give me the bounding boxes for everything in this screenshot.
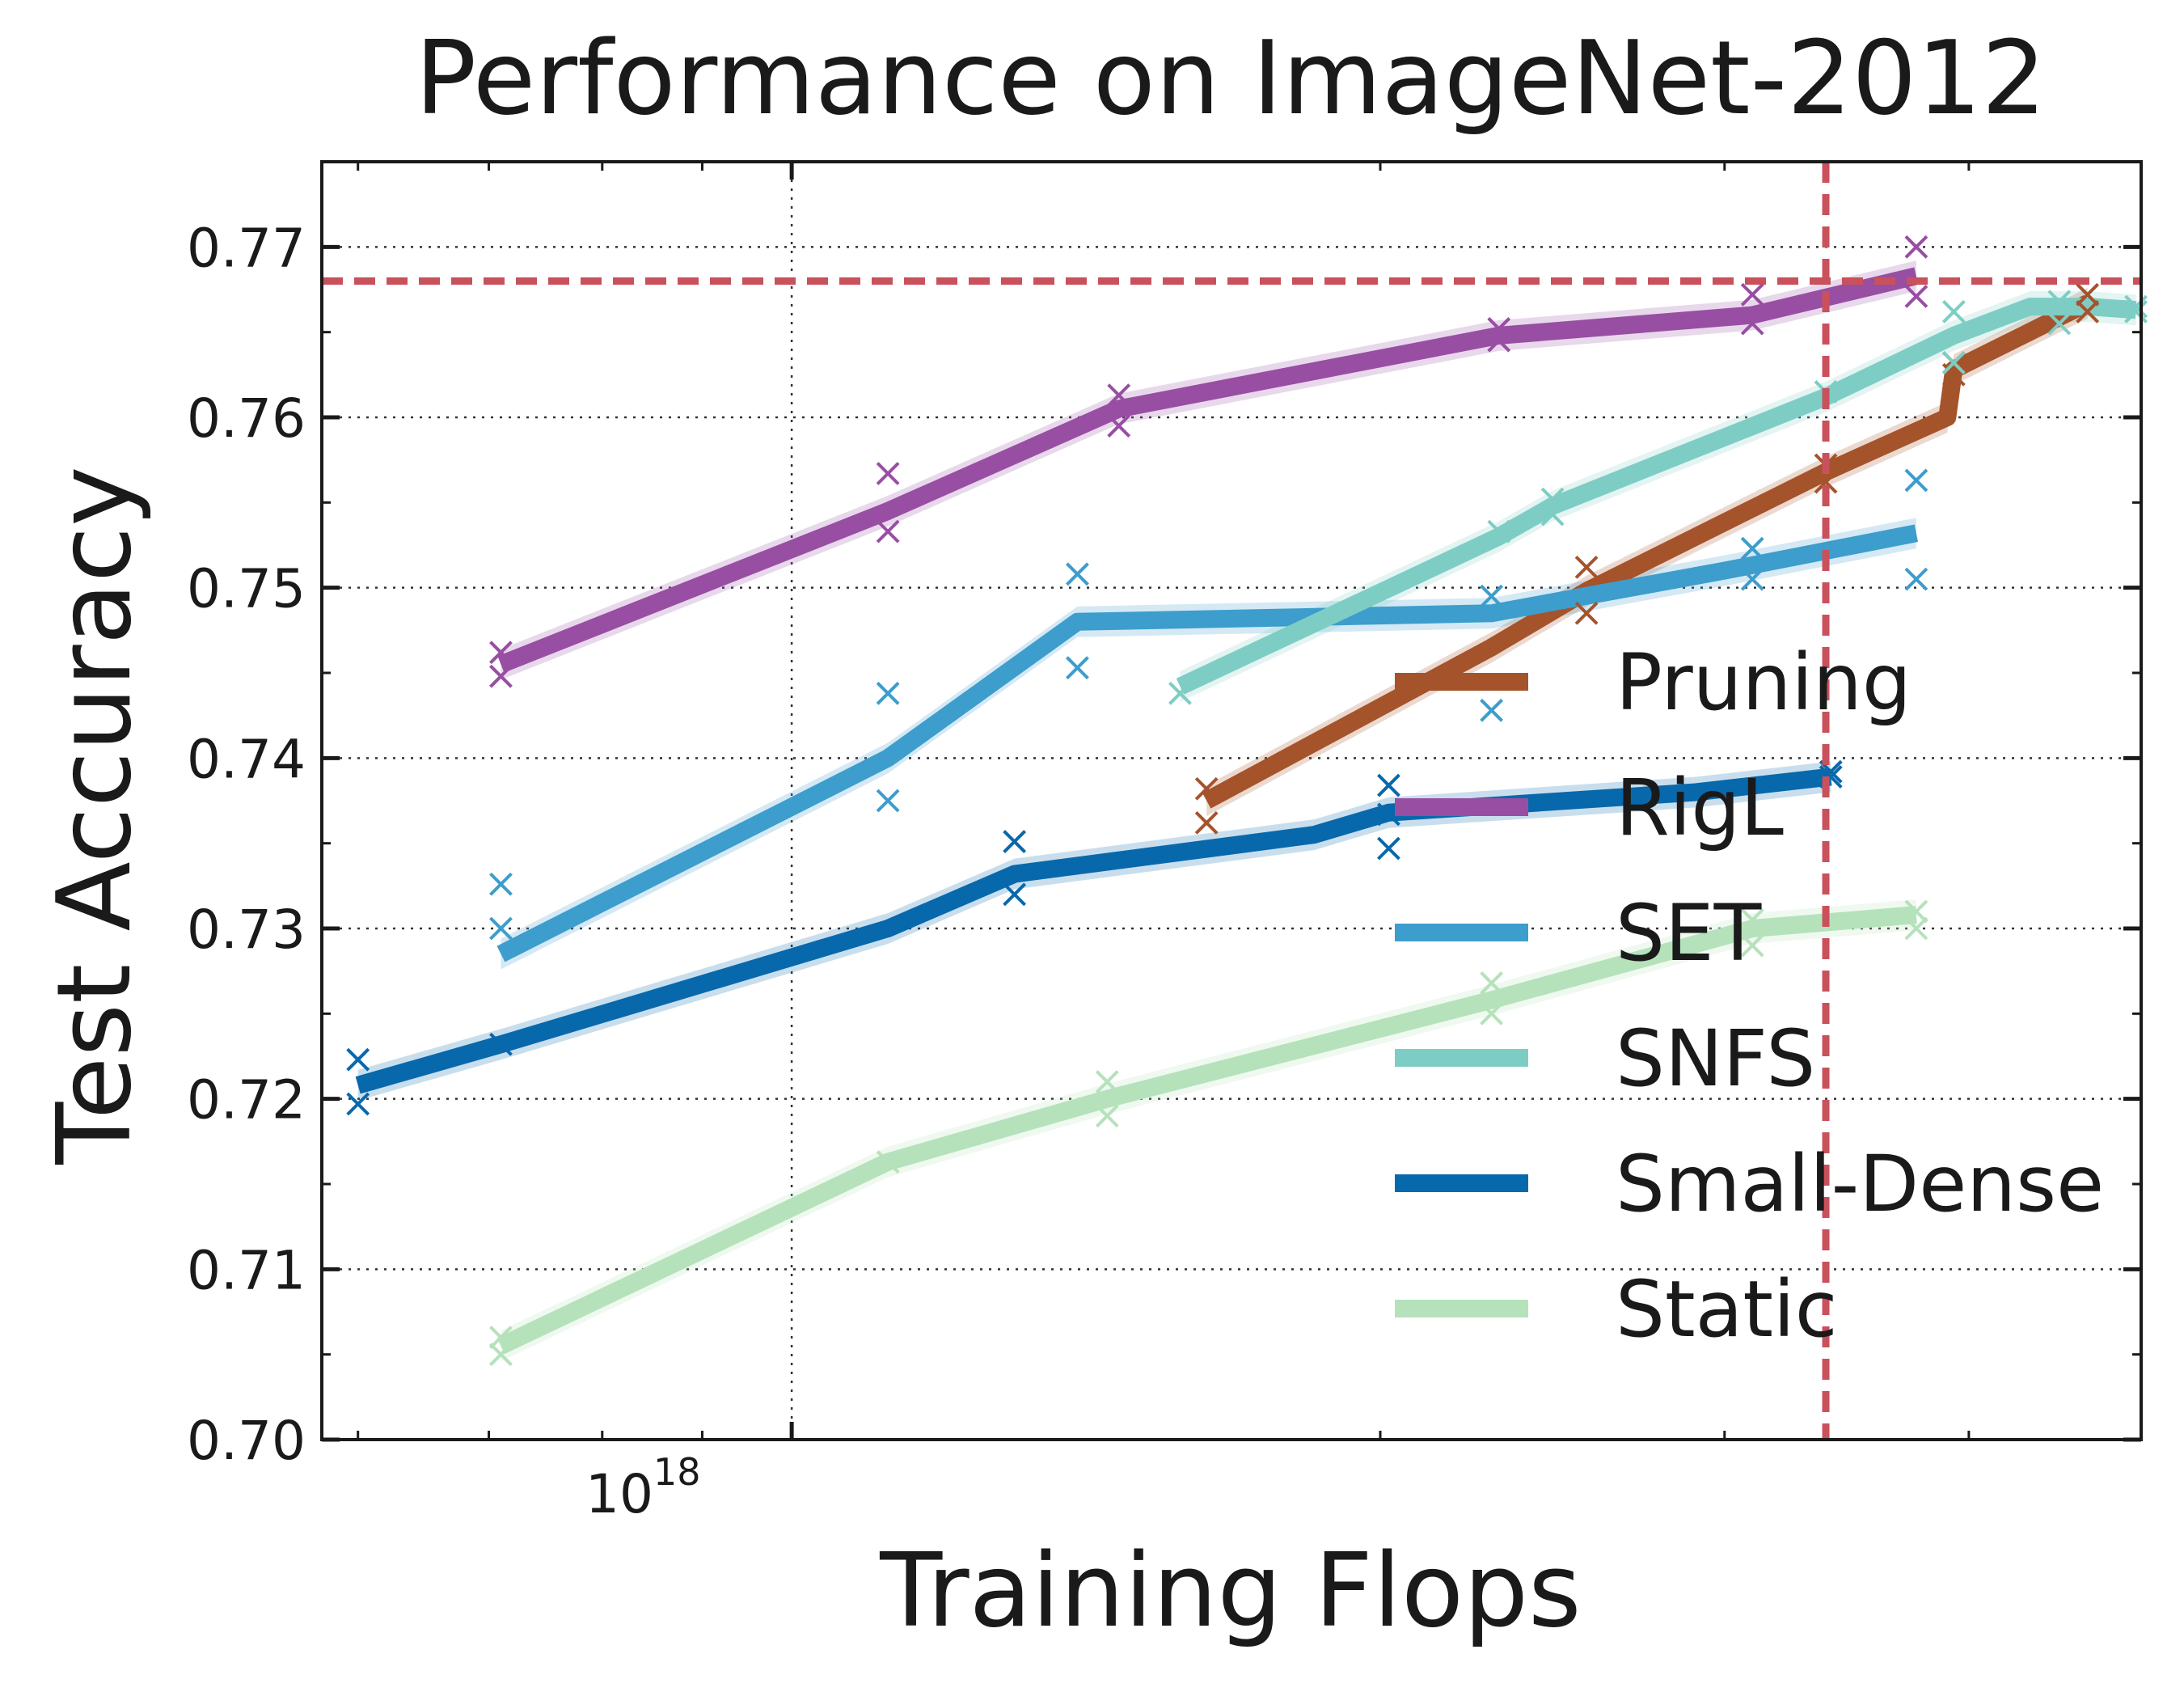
marker-small-dense: [1377, 836, 1400, 861]
legend-label-pruning: Pruning: [1616, 637, 1912, 728]
marker-layer: [346, 235, 2148, 1367]
marker-small-dense: [346, 1047, 370, 1072]
marker-pruning: [2076, 282, 2100, 307]
marker-set: [1740, 536, 1764, 560]
marker-snfs: [1540, 502, 1565, 527]
marker-rigl: [489, 664, 513, 688]
x-tick-label-1e18: 10 18: [585, 1450, 701, 1525]
marker-set: [1066, 562, 1089, 586]
marker-static: [489, 1343, 513, 1367]
marker-snfs: [1941, 351, 1966, 375]
y-tick-label: 0.76: [187, 387, 306, 450]
reference-lines: [322, 162, 2141, 1440]
marker-static: [1904, 899, 1928, 924]
x-tick-base: 10: [585, 1463, 653, 1525]
legend-label-static: Static: [1616, 1264, 1838, 1355]
line-static: [496, 906, 1917, 1355]
marker-static: [876, 1150, 900, 1174]
marker-static: [1740, 933, 1764, 958]
line-layer: [355, 267, 2137, 1355]
marker-rigl: [1740, 282, 1764, 307]
marker-snfs: [1941, 299, 1966, 324]
legend-label-snfs: SNFS: [1616, 1013, 1815, 1104]
marker-rigl: [1904, 235, 1928, 259]
line-set: [496, 524, 1919, 962]
marker-snfs: [1168, 681, 1192, 705]
axis-ticks: 0.70 0.71 0.72 0.73 0.74 0.75 0.76 0.77: [187, 162, 2141, 1472]
marker-rigl: [876, 462, 900, 485]
chart-title: Performance on ImageNet-2012: [415, 19, 2046, 137]
marker-rigl: [1904, 285, 1928, 308]
marker-snfs: [2047, 290, 2072, 314]
marker-rigl: [1740, 311, 1764, 336]
marker-static: [489, 1326, 513, 1350]
legend-label-rigl: RigL: [1616, 763, 1784, 853]
marker-rigl: [876, 519, 900, 543]
marker-set: [876, 681, 900, 705]
marker-set: [1480, 584, 1504, 608]
marker-set: [1066, 656, 1089, 680]
marker-small-dense: [1377, 773, 1400, 797]
marker-static: [1740, 908, 1764, 932]
marker-small-dense: [1003, 882, 1027, 907]
marker-pruning: [1814, 470, 1838, 494]
marker-static: [1095, 1070, 1119, 1094]
marker-pruning: [1194, 810, 1219, 835]
marker-set: [1904, 567, 1928, 591]
legend-label-set: SET: [1616, 888, 1762, 979]
marker-pruning: [2076, 299, 2100, 324]
marker-rigl: [1107, 383, 1131, 408]
y-tick-label: 0.70: [187, 1410, 306, 1472]
marker-snfs: [2124, 294, 2148, 319]
marker-set: [489, 916, 513, 941]
marker-set: [1480, 698, 1504, 722]
grid-layer: [322, 162, 2141, 1440]
marker-small-dense: [1003, 830, 1027, 853]
marker-set: [876, 789, 900, 813]
marker-rigl: [1107, 414, 1131, 438]
line-snfs: [1176, 298, 2137, 695]
legend-label-small-dense: Small-Dense: [1616, 1139, 2104, 1229]
marker-pruning: [1194, 776, 1219, 801]
marker-snfs: [2047, 311, 2072, 336]
x-tick-exponent: 18: [653, 1450, 701, 1494]
legend: Pruning RigL SET SNFS Small-Dense Static: [1395, 637, 2104, 1355]
marker-rigl: [489, 641, 513, 665]
marker-set: [1740, 567, 1764, 591]
marker-small-dense: [489, 1032, 513, 1056]
band-small-dense: [357, 761, 1831, 1101]
y-tick-label: 0.73: [187, 899, 306, 961]
x-axis-label: Training Flops: [879, 1531, 1581, 1650]
marker-pruning: [1574, 555, 1599, 579]
marker-static: [1480, 971, 1504, 995]
plot-frame: [320, 160, 2143, 1441]
marker-snfs: [2124, 299, 2148, 324]
marker-static: [1095, 1104, 1119, 1128]
y-tick-label: 0.75: [187, 558, 306, 620]
marker-set: [489, 872, 513, 896]
line-rigl: [497, 267, 1919, 673]
marker-snfs: [1487, 519, 1511, 543]
marker-pruning: [1574, 601, 1599, 625]
y-axis-label: Test Accuracy: [35, 466, 154, 1165]
line-small-dense: [355, 768, 1832, 1094]
y-tick-label: 0.77: [187, 217, 306, 279]
y-tick-label: 0.71: [187, 1239, 306, 1301]
marker-small-dense: [346, 1092, 370, 1116]
marker-rigl: [1487, 328, 1511, 353]
y-tick-label: 0.74: [187, 728, 306, 790]
marker-static: [1480, 1001, 1504, 1026]
y-tick-label: 0.72: [187, 1069, 306, 1131]
marker-static: [1904, 916, 1928, 941]
marker-set: [1904, 468, 1928, 493]
